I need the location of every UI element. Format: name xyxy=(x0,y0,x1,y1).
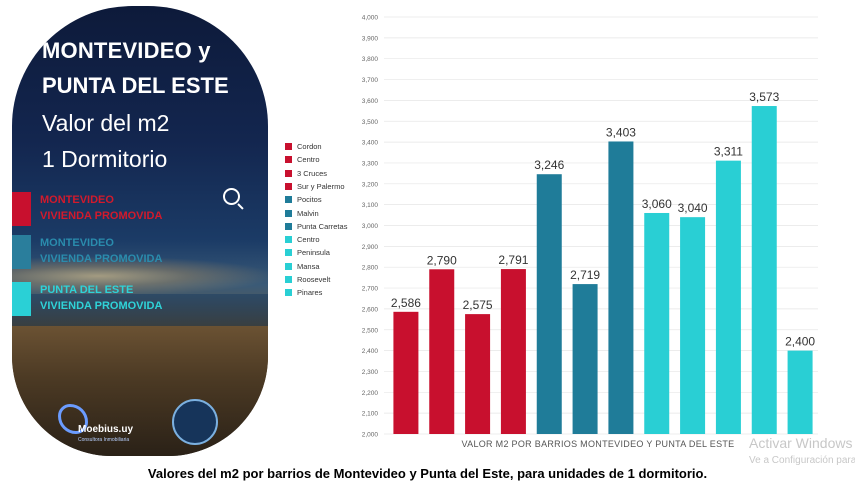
category-swatch xyxy=(12,192,31,226)
y-tick-label: 3,000 xyxy=(362,223,379,230)
moebius-logo-mark xyxy=(58,404,88,434)
bar-value-label: 3,246 xyxy=(534,158,564,172)
y-tick-label: 2,600 xyxy=(362,306,379,313)
windows-watermark-line2: Ve a Configuración para activar Windows. xyxy=(749,455,855,466)
category-line1: PUNTA DEL ESTE xyxy=(40,284,134,296)
legend-label: 3 Cruces xyxy=(297,168,328,178)
category-line2: VIVIENDA PROMOVIDA xyxy=(40,300,163,312)
y-tick-label: 2,100 xyxy=(362,411,379,418)
bar xyxy=(429,269,455,434)
bar xyxy=(787,350,813,434)
poster-subtitle-line2: 1 Dormitorio xyxy=(42,146,168,172)
legend-label: Centro xyxy=(297,155,320,165)
bar xyxy=(644,212,670,434)
bar-value-label: 2,400 xyxy=(785,335,815,349)
bar-value-label: 3,573 xyxy=(749,90,779,104)
magnifier-icon xyxy=(223,188,240,205)
y-tick-label: 2,700 xyxy=(362,286,379,293)
category-line1: MONTEVIDEO xyxy=(40,237,114,249)
bar-value-label: 3,403 xyxy=(606,125,636,139)
city-lights-glow xyxy=(12,256,268,296)
logo-tagline: Consultora Inmobiliaria xyxy=(78,437,130,443)
bar-value-label: 3,060 xyxy=(642,197,672,211)
category-line2: VIVIENDA PROMOVIDA xyxy=(40,210,163,222)
legend-label: Sur y Palermo xyxy=(297,181,345,191)
y-tick-label: 2,200 xyxy=(362,390,379,397)
y-tick-label: 3,600 xyxy=(362,98,379,105)
legend-label: Pinares xyxy=(297,288,323,298)
bar-value-label: 3,040 xyxy=(678,201,708,215)
logo-name: Moebius.uy xyxy=(78,424,134,435)
category-swatch xyxy=(12,235,31,269)
legend-label: Malvin xyxy=(297,208,319,218)
bar-value-label: 2,575 xyxy=(463,298,493,312)
y-tick-label: 3,800 xyxy=(362,56,379,63)
legend-label: Pocitos xyxy=(297,195,322,205)
legend-label: Peninsula xyxy=(297,248,330,258)
legend-swatch xyxy=(285,182,292,190)
bar xyxy=(680,217,706,434)
y-tick-label: 2,400 xyxy=(362,348,379,355)
bar xyxy=(572,284,598,434)
legend-label: Punta Carretas xyxy=(297,221,348,231)
y-tick-label: 2,000 xyxy=(362,432,379,439)
rocky-shore xyxy=(12,326,268,456)
poster-title-line1: MONTEVIDEO y xyxy=(42,38,211,63)
bar xyxy=(465,314,491,434)
y-tick-label: 2,300 xyxy=(362,369,379,376)
category-swatch xyxy=(12,282,31,316)
category-montevideo-promovida-red: MONTEVIDEO VIVIENDA PROMOVIDA xyxy=(12,192,268,226)
legend-label: Roosevelt xyxy=(297,275,331,284)
figure-caption: Valores del m2 por barrios de Montevideo… xyxy=(147,466,708,481)
windows-watermark-line1: Activar Windows xyxy=(749,435,853,451)
bar-value-label: 2,586 xyxy=(391,296,421,310)
y-tick-label: 2,800 xyxy=(362,265,379,272)
y-tick-label: 3,200 xyxy=(362,181,379,188)
bar xyxy=(751,106,777,434)
legend-swatch xyxy=(285,156,292,164)
bar xyxy=(500,269,526,434)
legend-swatch xyxy=(285,143,292,150)
bar-value-label: 2,719 xyxy=(570,268,600,282)
y-tick-label: 3,100 xyxy=(362,202,379,209)
legend-swatch xyxy=(285,222,292,230)
y-tick-label: 4,000 xyxy=(362,15,379,22)
legend-swatch xyxy=(285,276,292,283)
bar xyxy=(536,174,562,435)
bar-chart: 2,000 2,100 2,200 2,300 2,400 2,500 2,600 2,700… xyxy=(362,15,818,449)
seal-emblem xyxy=(172,399,218,445)
legend-swatch xyxy=(285,249,292,257)
bar xyxy=(393,311,419,434)
legend-swatch xyxy=(285,262,292,270)
y-tick-label: 2,900 xyxy=(362,244,379,251)
bar-value-label: 2,791 xyxy=(498,253,528,267)
bar-value-label: 2,790 xyxy=(427,253,457,267)
legend-label: Mansa xyxy=(297,261,320,271)
x-axis-label: VALOR M2 POR BARRIOS MONTEVIDEO Y PUNTA … xyxy=(462,439,735,449)
y-tick-label: 3,400 xyxy=(362,140,379,147)
infographic: MONTEVIDEO y PUNTA DEL ESTE Valor del m2… xyxy=(0,0,855,465)
y-tick-label: 3,700 xyxy=(362,77,379,84)
bar xyxy=(608,141,634,435)
category-montevideo-promovida-blue: MONTEVIDEO VIVIENDA PROMOVIDA xyxy=(12,235,268,269)
y-tick-label: 3,500 xyxy=(362,119,379,126)
bar-value-label: 3,311 xyxy=(714,145,743,159)
legend-swatch xyxy=(285,169,292,177)
poster-subtitle-line1: Valor del m2 xyxy=(42,110,170,136)
poster-title-line2: PUNTA DEL ESTE xyxy=(42,73,229,98)
category-line1: MONTEVIDEO xyxy=(40,194,114,206)
bar xyxy=(715,160,741,434)
legend-swatch xyxy=(285,196,292,204)
legend-swatch xyxy=(285,236,292,244)
legend-swatch xyxy=(285,209,292,217)
legend-label: Centro xyxy=(297,235,320,245)
category-punta-del-este-promovida: PUNTA DEL ESTE VIVIENDA PROMOVIDA xyxy=(12,282,268,316)
legend-label: Cordon xyxy=(297,142,322,151)
poster-panel: MONTEVIDEO y PUNTA DEL ESTE Valor del m2… xyxy=(12,6,268,456)
y-tick-label: 2,500 xyxy=(362,327,379,334)
y-tick-label: 3,900 xyxy=(362,35,379,42)
legend-swatch xyxy=(285,289,292,297)
category-line2: VIVIENDA PROMOVIDA xyxy=(40,253,163,265)
y-tick-label: 3,300 xyxy=(362,160,379,167)
